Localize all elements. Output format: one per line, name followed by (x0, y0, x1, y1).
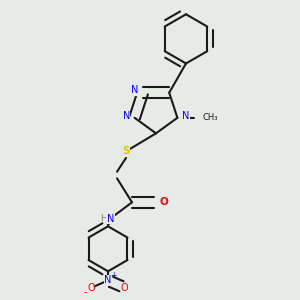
Text: N: N (104, 275, 112, 285)
Text: N: N (107, 214, 114, 224)
Text: +: + (110, 271, 117, 280)
Text: N: N (131, 85, 138, 95)
Text: N: N (122, 111, 130, 121)
Text: -: - (84, 287, 87, 297)
Text: S: S (122, 146, 130, 156)
Text: H: H (100, 214, 106, 223)
Text: O: O (121, 283, 128, 293)
Text: O: O (88, 283, 95, 293)
Text: N: N (182, 111, 190, 121)
Text: O: O (159, 197, 168, 207)
Text: CH₃: CH₃ (203, 113, 218, 122)
